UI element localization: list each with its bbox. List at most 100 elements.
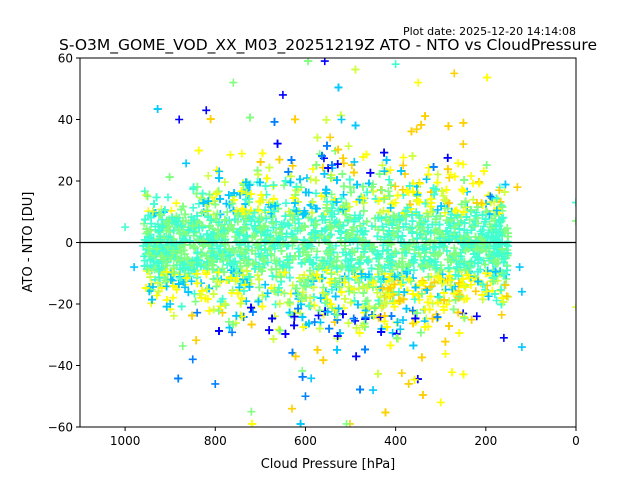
data-point bbox=[459, 160, 468, 169]
data-point bbox=[440, 295, 449, 304]
data-point bbox=[357, 252, 366, 261]
data-point bbox=[169, 293, 178, 302]
data-point bbox=[455, 329, 464, 338]
data-point bbox=[345, 202, 354, 211]
data-point bbox=[228, 199, 237, 208]
data-point bbox=[423, 227, 432, 236]
data-point bbox=[294, 219, 303, 228]
data-point bbox=[465, 273, 474, 282]
data-point bbox=[167, 206, 176, 215]
data-point bbox=[489, 241, 498, 250]
data-point bbox=[296, 175, 305, 184]
data-point bbox=[363, 256, 372, 265]
data-point bbox=[497, 310, 506, 319]
data-point bbox=[169, 311, 178, 320]
data-point bbox=[263, 251, 272, 260]
data-point bbox=[298, 210, 307, 219]
data-point bbox=[395, 296, 404, 305]
data-point bbox=[260, 246, 269, 255]
data-point bbox=[362, 150, 371, 159]
data-point bbox=[337, 237, 346, 246]
data-point bbox=[216, 194, 225, 203]
data-point bbox=[177, 221, 186, 230]
data-point bbox=[386, 203, 395, 212]
chart-title: S-O3M_GOME_VOD_XX_M03_20251219Z ATO - NT… bbox=[59, 36, 597, 55]
data-point bbox=[226, 273, 235, 282]
data-point bbox=[344, 274, 353, 283]
data-point bbox=[299, 274, 308, 283]
data-point bbox=[363, 188, 372, 197]
data-point bbox=[317, 192, 326, 201]
data-point bbox=[248, 259, 257, 268]
data-point bbox=[239, 256, 248, 265]
data-point bbox=[396, 325, 405, 334]
data-point bbox=[154, 278, 163, 287]
data-point bbox=[399, 222, 408, 231]
data-point bbox=[422, 175, 431, 184]
data-point bbox=[258, 149, 267, 158]
data-point bbox=[493, 248, 502, 257]
data-point bbox=[321, 225, 330, 234]
data-point bbox=[313, 133, 322, 142]
data-point bbox=[183, 254, 192, 263]
data-point bbox=[163, 193, 172, 202]
data-point bbox=[197, 208, 206, 217]
data-point bbox=[322, 266, 331, 275]
data-point bbox=[282, 232, 291, 241]
data-point bbox=[440, 196, 449, 205]
data-point bbox=[392, 334, 401, 343]
data-point bbox=[387, 240, 396, 249]
data-point bbox=[415, 211, 424, 220]
data-point bbox=[292, 207, 301, 216]
data-point bbox=[339, 182, 348, 191]
data-point bbox=[353, 180, 362, 189]
data-point bbox=[386, 256, 395, 265]
data-point bbox=[363, 296, 372, 305]
data-point bbox=[315, 324, 324, 333]
data-point bbox=[174, 226, 183, 235]
data-point bbox=[193, 248, 202, 257]
data-point bbox=[151, 222, 160, 231]
data-point bbox=[212, 189, 221, 198]
data-point bbox=[407, 127, 416, 136]
data-point bbox=[152, 193, 161, 202]
data-point bbox=[382, 156, 391, 165]
data-point bbox=[269, 241, 278, 250]
data-point bbox=[405, 181, 414, 190]
data-point bbox=[348, 230, 357, 239]
data-point bbox=[396, 215, 405, 224]
data-point bbox=[178, 216, 187, 225]
data-point bbox=[437, 187, 446, 196]
data-point bbox=[368, 278, 377, 287]
data-point bbox=[441, 349, 450, 358]
data-point bbox=[384, 245, 393, 254]
data-point bbox=[323, 298, 332, 307]
data-point bbox=[386, 341, 395, 350]
data-point bbox=[397, 272, 406, 281]
data-point bbox=[189, 183, 198, 192]
data-point bbox=[474, 244, 483, 253]
data-point bbox=[393, 318, 402, 327]
data-point bbox=[390, 231, 399, 240]
data-point bbox=[307, 244, 316, 253]
data-point bbox=[346, 249, 355, 258]
data-point bbox=[393, 191, 402, 200]
data-point bbox=[344, 142, 353, 151]
data-point bbox=[298, 288, 307, 297]
data-point bbox=[327, 285, 336, 294]
data-point bbox=[377, 303, 386, 312]
data-point bbox=[421, 285, 430, 294]
data-point bbox=[338, 170, 347, 179]
data-point bbox=[205, 190, 214, 199]
data-point bbox=[254, 297, 263, 306]
data-point bbox=[297, 259, 306, 268]
data-point bbox=[361, 313, 370, 322]
data-point bbox=[326, 133, 335, 142]
data-point bbox=[257, 191, 266, 200]
data-point bbox=[326, 173, 335, 182]
data-point bbox=[314, 263, 323, 272]
data-point bbox=[433, 313, 442, 322]
data-point bbox=[263, 289, 272, 298]
data-point bbox=[153, 259, 162, 268]
data-point bbox=[339, 154, 348, 163]
